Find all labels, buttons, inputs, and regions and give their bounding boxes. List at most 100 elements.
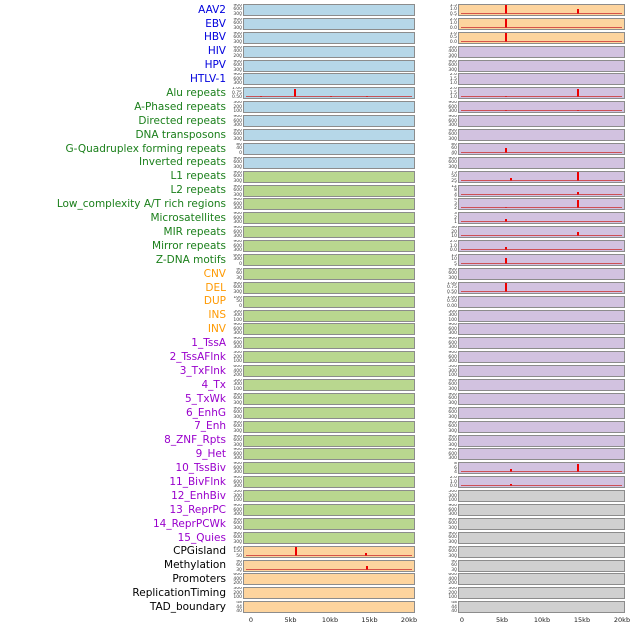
y-tick-label: 600	[233, 35, 242, 41]
track-row: 4_Tx5003001009006003000	[0, 378, 630, 392]
right-panel	[458, 31, 625, 44]
y-tick-label: 300	[233, 289, 242, 294]
y-tick-label: 44	[236, 604, 242, 610]
y-tick-label: 500	[448, 365, 457, 370]
track-row: 9_Het90060030009006003000	[0, 448, 630, 462]
right-y-axis: 86420	[444, 462, 458, 474]
row-label: 4_Tx	[201, 378, 226, 391]
left-panel	[243, 17, 415, 30]
right-panel	[458, 559, 625, 572]
y-tick-label: 2.0	[449, 87, 457, 92]
y-tick-label: 900	[233, 504, 242, 508]
left-panel	[243, 3, 415, 16]
y-tick-label: 60	[451, 146, 457, 152]
x-axis-right: 0 5kb 10kb 15kb 20kb	[458, 614, 630, 628]
signal-baseline	[461, 151, 622, 153]
y-tick-label: 90	[236, 559, 242, 564]
y-tick-label: 600	[233, 21, 242, 27]
x-tick-label: 15kb	[361, 616, 378, 625]
y-tick-label: 900	[448, 115, 457, 120]
left-panel	[243, 545, 415, 558]
signal-baseline	[461, 26, 622, 28]
left-panel	[243, 392, 415, 405]
track-row: 13_ReprPC90060030009006003000	[0, 503, 630, 517]
y-tick-label: 0	[239, 261, 242, 266]
left-y-axis: 9006003000	[229, 476, 243, 488]
y-tick-label: 600	[233, 573, 242, 578]
y-tick-label: 500	[448, 309, 457, 314]
y-tick-label: 1	[454, 220, 457, 225]
row-label: Alu repeats	[166, 87, 226, 100]
right-y-axis: 2.0 1.0 0.0	[444, 476, 458, 488]
y-tick-label: 900	[233, 531, 242, 536]
y-tick-label: 2.0	[449, 476, 457, 481]
y-tick-label: 2	[454, 215, 457, 221]
left-panel	[243, 240, 415, 253]
left-panel	[243, 142, 415, 155]
y-tick-label: 600	[448, 573, 457, 578]
left-y-axis: 9006003000	[229, 185, 243, 197]
left-panel	[243, 31, 415, 44]
y-tick-label: 40	[451, 609, 457, 614]
track-row: INV90060030009006003000	[0, 322, 630, 336]
x-tick-label: 5kb	[495, 616, 509, 625]
left-panel	[243, 87, 415, 100]
right-panel	[458, 587, 625, 600]
y-tick-label: 60	[451, 563, 457, 569]
x-tick-label: 10kb	[321, 616, 339, 625]
y-tick-label: 400	[233, 576, 242, 582]
right-panel	[458, 448, 625, 461]
row-label: INS	[208, 309, 226, 322]
y-tick-label: 900	[233, 198, 242, 203]
y-tick-label: 100	[233, 359, 242, 364]
left-y-axis: 9006003000	[229, 282, 243, 294]
row-label: HBV	[204, 31, 226, 44]
signal-spike	[577, 8, 580, 14]
y-tick-label: 600	[448, 382, 457, 388]
track-row: Promoters60040020006004002000	[0, 573, 630, 587]
left-y-axis: 9006003000	[229, 171, 243, 183]
y-tick-label: 0.50	[446, 289, 457, 294]
y-tick-label: 900	[448, 545, 457, 550]
y-tick-label: 40	[236, 609, 242, 614]
right-panel	[458, 490, 625, 503]
y-tick-label: 300	[448, 67, 457, 72]
left-panel	[243, 156, 415, 169]
y-tick-label: 300	[448, 587, 457, 592]
row-label: AAV2	[198, 3, 226, 16]
y-tick-label: 600	[448, 160, 457, 166]
y-tick-label: 0.5	[449, 35, 457, 41]
y-tick-label: 0.0	[449, 484, 457, 489]
row-label: MIR repeats	[163, 225, 226, 238]
y-tick-label: 600	[448, 424, 457, 430]
track-row: HTLV-19006003000 2.01.51.00.50.0	[0, 72, 630, 86]
y-tick-label: 0.5	[449, 11, 457, 16]
y-tick-label: 1.5	[449, 3, 457, 8]
row-label: DUP	[203, 295, 226, 308]
right-y-axis: 12840	[444, 185, 458, 197]
track-row: 6_EnhG90060030009006003000	[0, 406, 630, 420]
left-panel	[243, 184, 415, 197]
track-row: Alu repeats1.000.750.500.250.002.01.51.0…	[0, 86, 630, 100]
y-tick-label: 600	[233, 118, 242, 124]
row-label: 10_TssBiv	[175, 462, 226, 475]
row-label: A-Phased repeats	[134, 100, 226, 113]
track-row: Mirror repeats9006003000 2.01.00.0	[0, 239, 630, 253]
y-tick-label: 500	[233, 490, 242, 495]
y-tick-label: 300	[233, 81, 242, 86]
y-tick-label: 900	[448, 392, 457, 397]
right-y-axis: 3002001000	[444, 587, 458, 599]
right-y-axis: 500 300 100	[444, 310, 458, 322]
y-tick-label: 400	[233, 49, 242, 55]
right-panel	[458, 545, 625, 558]
track-row: 7_Enh90060030009006003000	[0, 420, 630, 434]
y-tick-label: 500	[233, 378, 242, 383]
y-tick-label: 600	[448, 410, 457, 416]
left-panel	[243, 73, 415, 86]
y-tick-label: 3	[454, 201, 457, 207]
row-label: 12_EnhBiv	[171, 489, 226, 502]
right-panel	[458, 184, 625, 197]
row-label: Methylation	[164, 559, 226, 572]
y-tick-label: 300	[448, 123, 457, 128]
row-label: 14_ReprPCWk	[152, 517, 226, 530]
